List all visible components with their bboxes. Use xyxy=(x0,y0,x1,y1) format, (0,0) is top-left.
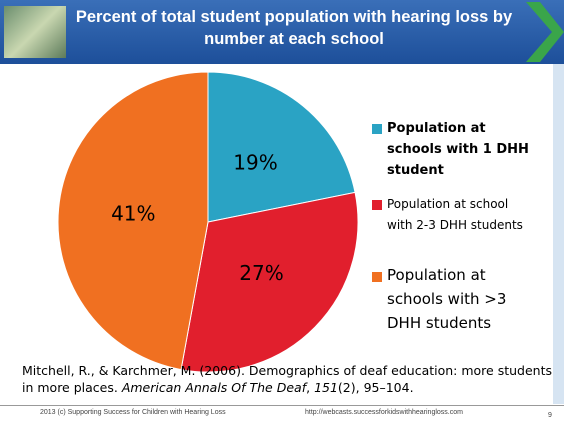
title-banner: Percent of total student population with… xyxy=(0,0,564,64)
legend-swatch xyxy=(372,272,382,282)
citation: Mitchell, R., & Karchmer, M. (2006). Dem… xyxy=(22,362,552,396)
data-label: 41% xyxy=(111,202,155,226)
data-label: 19% xyxy=(233,150,277,174)
pie-slice xyxy=(57,71,209,371)
page-number: 9 xyxy=(548,412,552,419)
legend-entry: Population at schools with >3 DHH studen… xyxy=(387,266,507,332)
legend-swatch xyxy=(372,200,382,210)
side-strip xyxy=(553,64,564,404)
legend-swatch xyxy=(372,124,382,134)
citation-text: , xyxy=(306,380,315,395)
footer-text: 2013 (c) Supporting Success for Children… xyxy=(40,409,226,416)
citation-text: (2), 95–104. xyxy=(337,380,414,395)
chart-title: Percent of total student population with… xyxy=(75,8,513,48)
footer-url: http://webcasts.successforkidswithhearin… xyxy=(305,409,463,416)
chevron xyxy=(526,2,564,62)
legend-entry: Population at schools with 1 DHH student xyxy=(387,121,529,178)
citation-volume: 151 xyxy=(314,380,338,395)
citation-text: Mitchell, R., & Karchmer, M. (2006). Dem… xyxy=(22,363,553,395)
data-label: 27% xyxy=(239,261,283,285)
citation-journal: American Annals Of The Deaf xyxy=(121,380,307,395)
footer: 2013 (c) Supporting Success for Children… xyxy=(0,405,564,426)
logo xyxy=(4,6,66,58)
legend-entry: Population at school with 2-3 DHH studen… xyxy=(387,197,523,232)
pie-slice xyxy=(180,191,359,373)
pie-slice xyxy=(207,71,356,223)
